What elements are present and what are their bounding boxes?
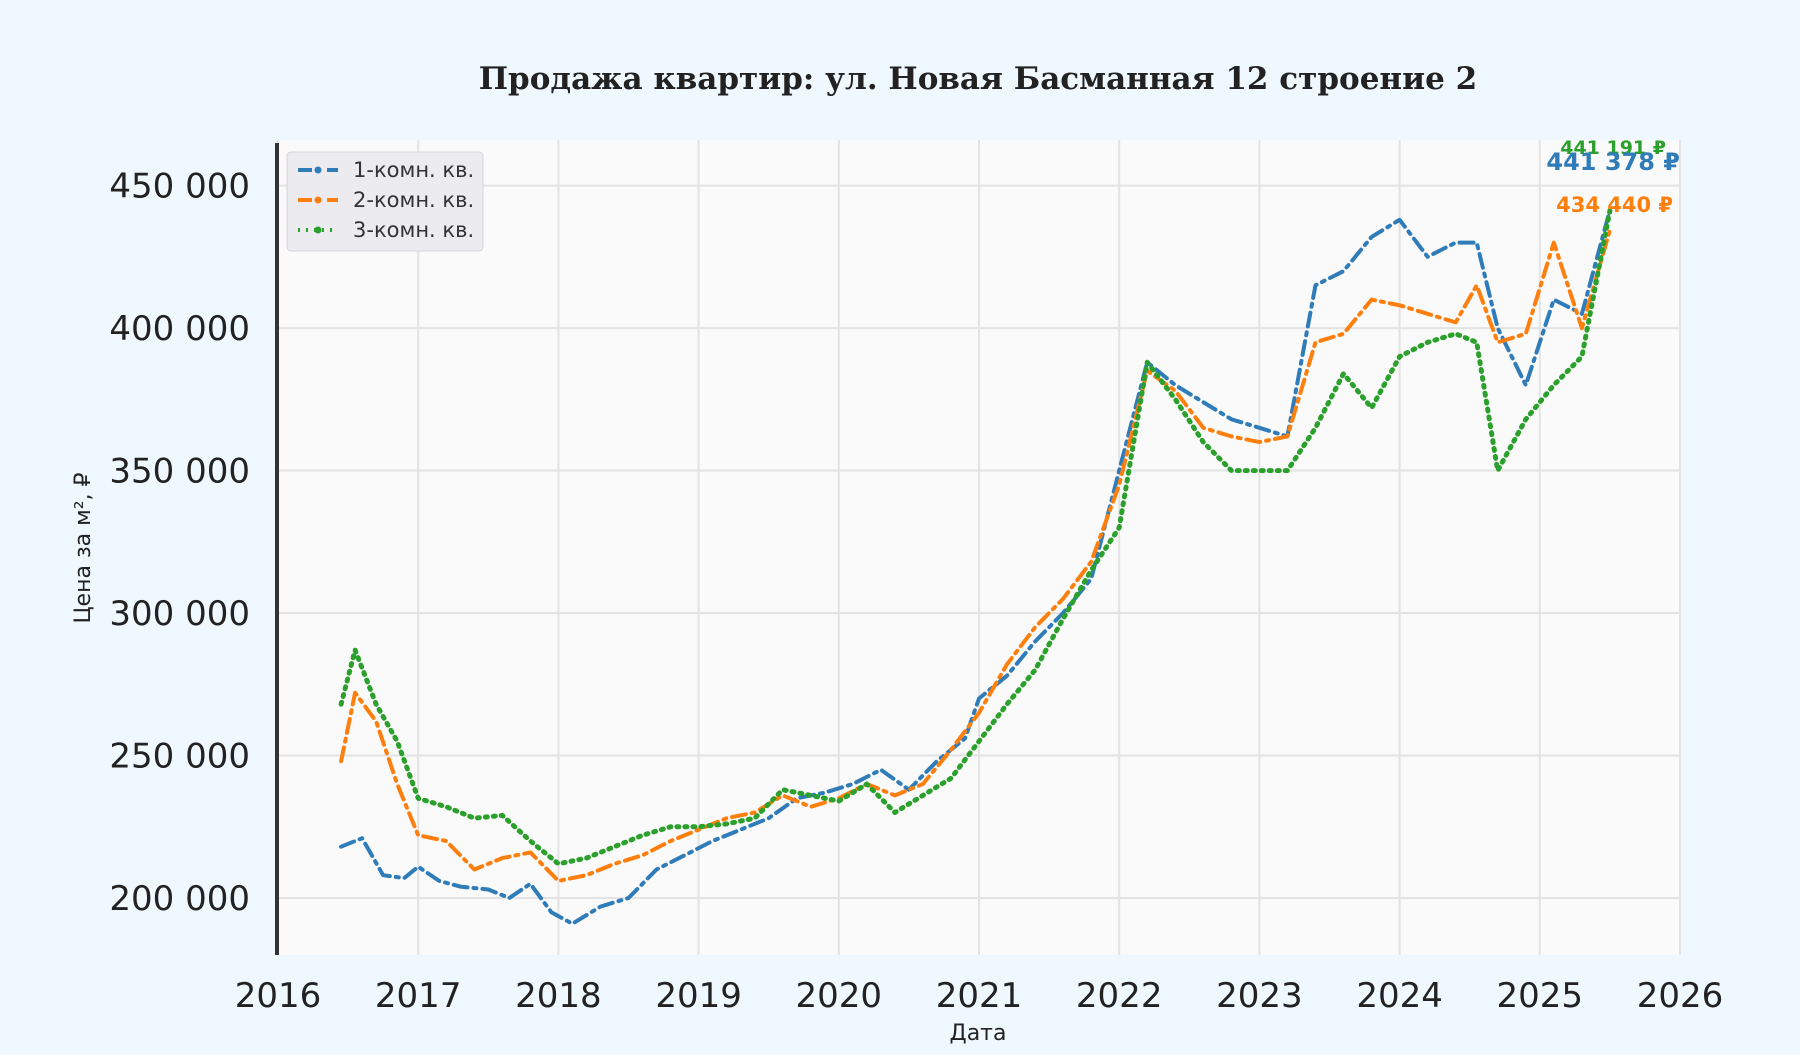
grid-lines <box>277 140 1681 955</box>
x-tick-label-2: 2018 <box>515 976 602 1016</box>
legend-label-2: 2-комн. кв. <box>353 188 474 212</box>
end-value-label-3: 434 440 ₽ <box>1556 193 1673 217</box>
x-tick-label-7: 2023 <box>1216 976 1303 1016</box>
x-tick-label-9: 2025 <box>1497 976 1584 1016</box>
legend-box <box>286 151 484 252</box>
chart-title: Продажа квартир: ул. Новая Басманная 12 … <box>479 61 1477 97</box>
y-tick-label-4: 400 000 <box>109 309 250 349</box>
x-tick-label-4: 2020 <box>796 976 883 1016</box>
legend-marker-3 <box>314 226 322 234</box>
y-tick-label-2: 300 000 <box>109 594 250 634</box>
y-tick-label-1: 250 000 <box>109 737 250 777</box>
y-tick-label-3: 350 000 <box>109 452 250 492</box>
x-tick-label-5: 2021 <box>936 976 1023 1016</box>
x-tick-label-0: 2016 <box>235 976 322 1016</box>
legend-label-3: 3-комн. кв. <box>353 218 474 242</box>
series-line-2 <box>339 227 1612 883</box>
y-tick-label-0: 200 000 <box>109 879 250 919</box>
legend-marker-1 <box>314 166 322 174</box>
legend-marker-2 <box>314 196 322 204</box>
y-tick-label-5: 450 000 <box>109 167 250 207</box>
x-tick-labels: 2016 2017 2018 2019 2020 2021 2022 2023 2024 2025… <box>235 976 1724 1016</box>
x-axis-label: Дата <box>950 1021 1007 1046</box>
x-tick-label-1: 2017 <box>375 976 462 1016</box>
legend-label-1: 1-комн. кв. <box>353 158 474 182</box>
y-tick-labels: 200 000 250 000 300 000 350 000 400 000 450 0… <box>109 167 250 919</box>
x-tick-label-10: 2026 <box>1637 976 1724 1016</box>
y-axis-label: Цена за м², ₽ <box>71 472 96 623</box>
x-tick-label-6: 2022 <box>1076 976 1163 1016</box>
end-value-label-1: 441 191 ₽ <box>1560 137 1666 159</box>
x-tick-label-8: 2024 <box>1356 976 1443 1016</box>
end-value-labels: 441 191 ₽441 378 ₽ 434 440 ₽ <box>1546 137 1680 217</box>
legend: 1-комн. кв. 2-комн. кв. 3-комн. кв. <box>286 151 484 252</box>
series-lines <box>338 208 1613 926</box>
end-value-label-2: 441 378 ₽ <box>1546 148 1680 176</box>
x-tick-label-3: 2019 <box>655 976 742 1016</box>
series-line-3 <box>338 208 1613 867</box>
